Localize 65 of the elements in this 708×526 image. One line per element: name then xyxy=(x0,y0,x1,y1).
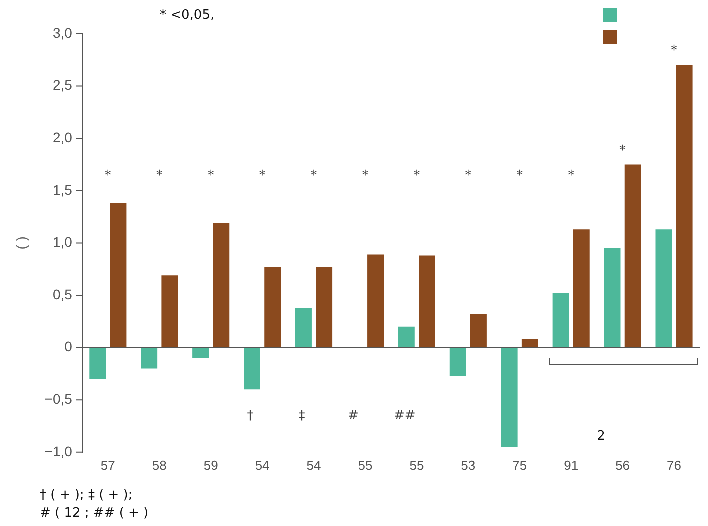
bar xyxy=(192,348,210,358)
bar xyxy=(656,230,672,348)
text: # ( 12 ; ## ( + ) xyxy=(40,506,149,521)
bar xyxy=(213,223,230,348)
bar xyxy=(264,267,282,348)
bar xyxy=(110,203,127,348)
annotation: * xyxy=(671,44,678,59)
x-tick-label: 56 xyxy=(616,458,630,473)
annotation: * xyxy=(414,168,420,184)
x-tick-label: 55 xyxy=(358,458,373,473)
bar xyxy=(501,348,518,448)
bar xyxy=(141,348,158,369)
bar xyxy=(316,267,333,348)
annotation: † xyxy=(247,408,254,424)
bar xyxy=(552,293,570,348)
bar xyxy=(470,314,487,348)
annotation: * xyxy=(516,168,524,184)
x-tick-label: 54 xyxy=(306,458,322,473)
annotation: # xyxy=(348,408,359,424)
y-tick-label: 1,5 xyxy=(52,182,73,198)
y-tick-label: 0,5 xyxy=(52,286,73,302)
y-tick-label: 0 xyxy=(64,338,73,355)
x-tick-label: 76 xyxy=(667,458,682,473)
annotation: ‡ xyxy=(298,408,306,424)
annotation: * xyxy=(620,143,626,158)
bar xyxy=(398,326,415,348)
annotation: * xyxy=(362,168,369,184)
bar xyxy=(450,348,466,376)
x-tick-label: 54 xyxy=(255,458,270,473)
bar xyxy=(295,308,312,348)
x-tick-label: 91 xyxy=(564,458,579,473)
bar xyxy=(604,248,621,348)
y-tick-label: 2,0 xyxy=(52,129,73,146)
text: † ( + ); ‡ ( + ); xyxy=(40,488,133,503)
x-tick-label: 57 xyxy=(100,458,116,473)
x-tick-label: 59 xyxy=(204,458,218,473)
x-tick-label: 55 xyxy=(410,458,424,473)
bar xyxy=(676,65,693,348)
y-tick-label: 2,5 xyxy=(52,77,73,94)
bar xyxy=(244,348,260,390)
y-tick-label: −0,5 xyxy=(44,390,73,407)
bar xyxy=(573,230,590,348)
annotation: * xyxy=(465,168,472,184)
annotation: * xyxy=(208,168,214,184)
annotation: * xyxy=(156,168,163,184)
y-tick-label: 3,0 xyxy=(52,24,73,41)
annotation: * xyxy=(104,168,112,184)
annotation: ## xyxy=(394,408,416,424)
bar xyxy=(368,254,384,348)
bar xyxy=(419,256,436,348)
y-axis-title: ( ) xyxy=(13,236,30,250)
text: * <0,05, xyxy=(160,8,215,23)
y-tick-label: −1,0 xyxy=(44,443,73,460)
bar xyxy=(90,348,106,380)
bar xyxy=(162,276,178,348)
annotation: * xyxy=(310,168,318,184)
bar xyxy=(522,339,538,348)
bar xyxy=(624,164,642,348)
annotation: * xyxy=(568,168,575,184)
y-tick-label: 1,0 xyxy=(52,234,73,250)
x-tick-label: 58 xyxy=(152,458,167,473)
x-tick-label: 75 xyxy=(512,458,528,473)
x-tick-label: 53 xyxy=(461,458,476,473)
annotation: 2 xyxy=(597,429,606,444)
annotation: * xyxy=(259,168,266,184)
